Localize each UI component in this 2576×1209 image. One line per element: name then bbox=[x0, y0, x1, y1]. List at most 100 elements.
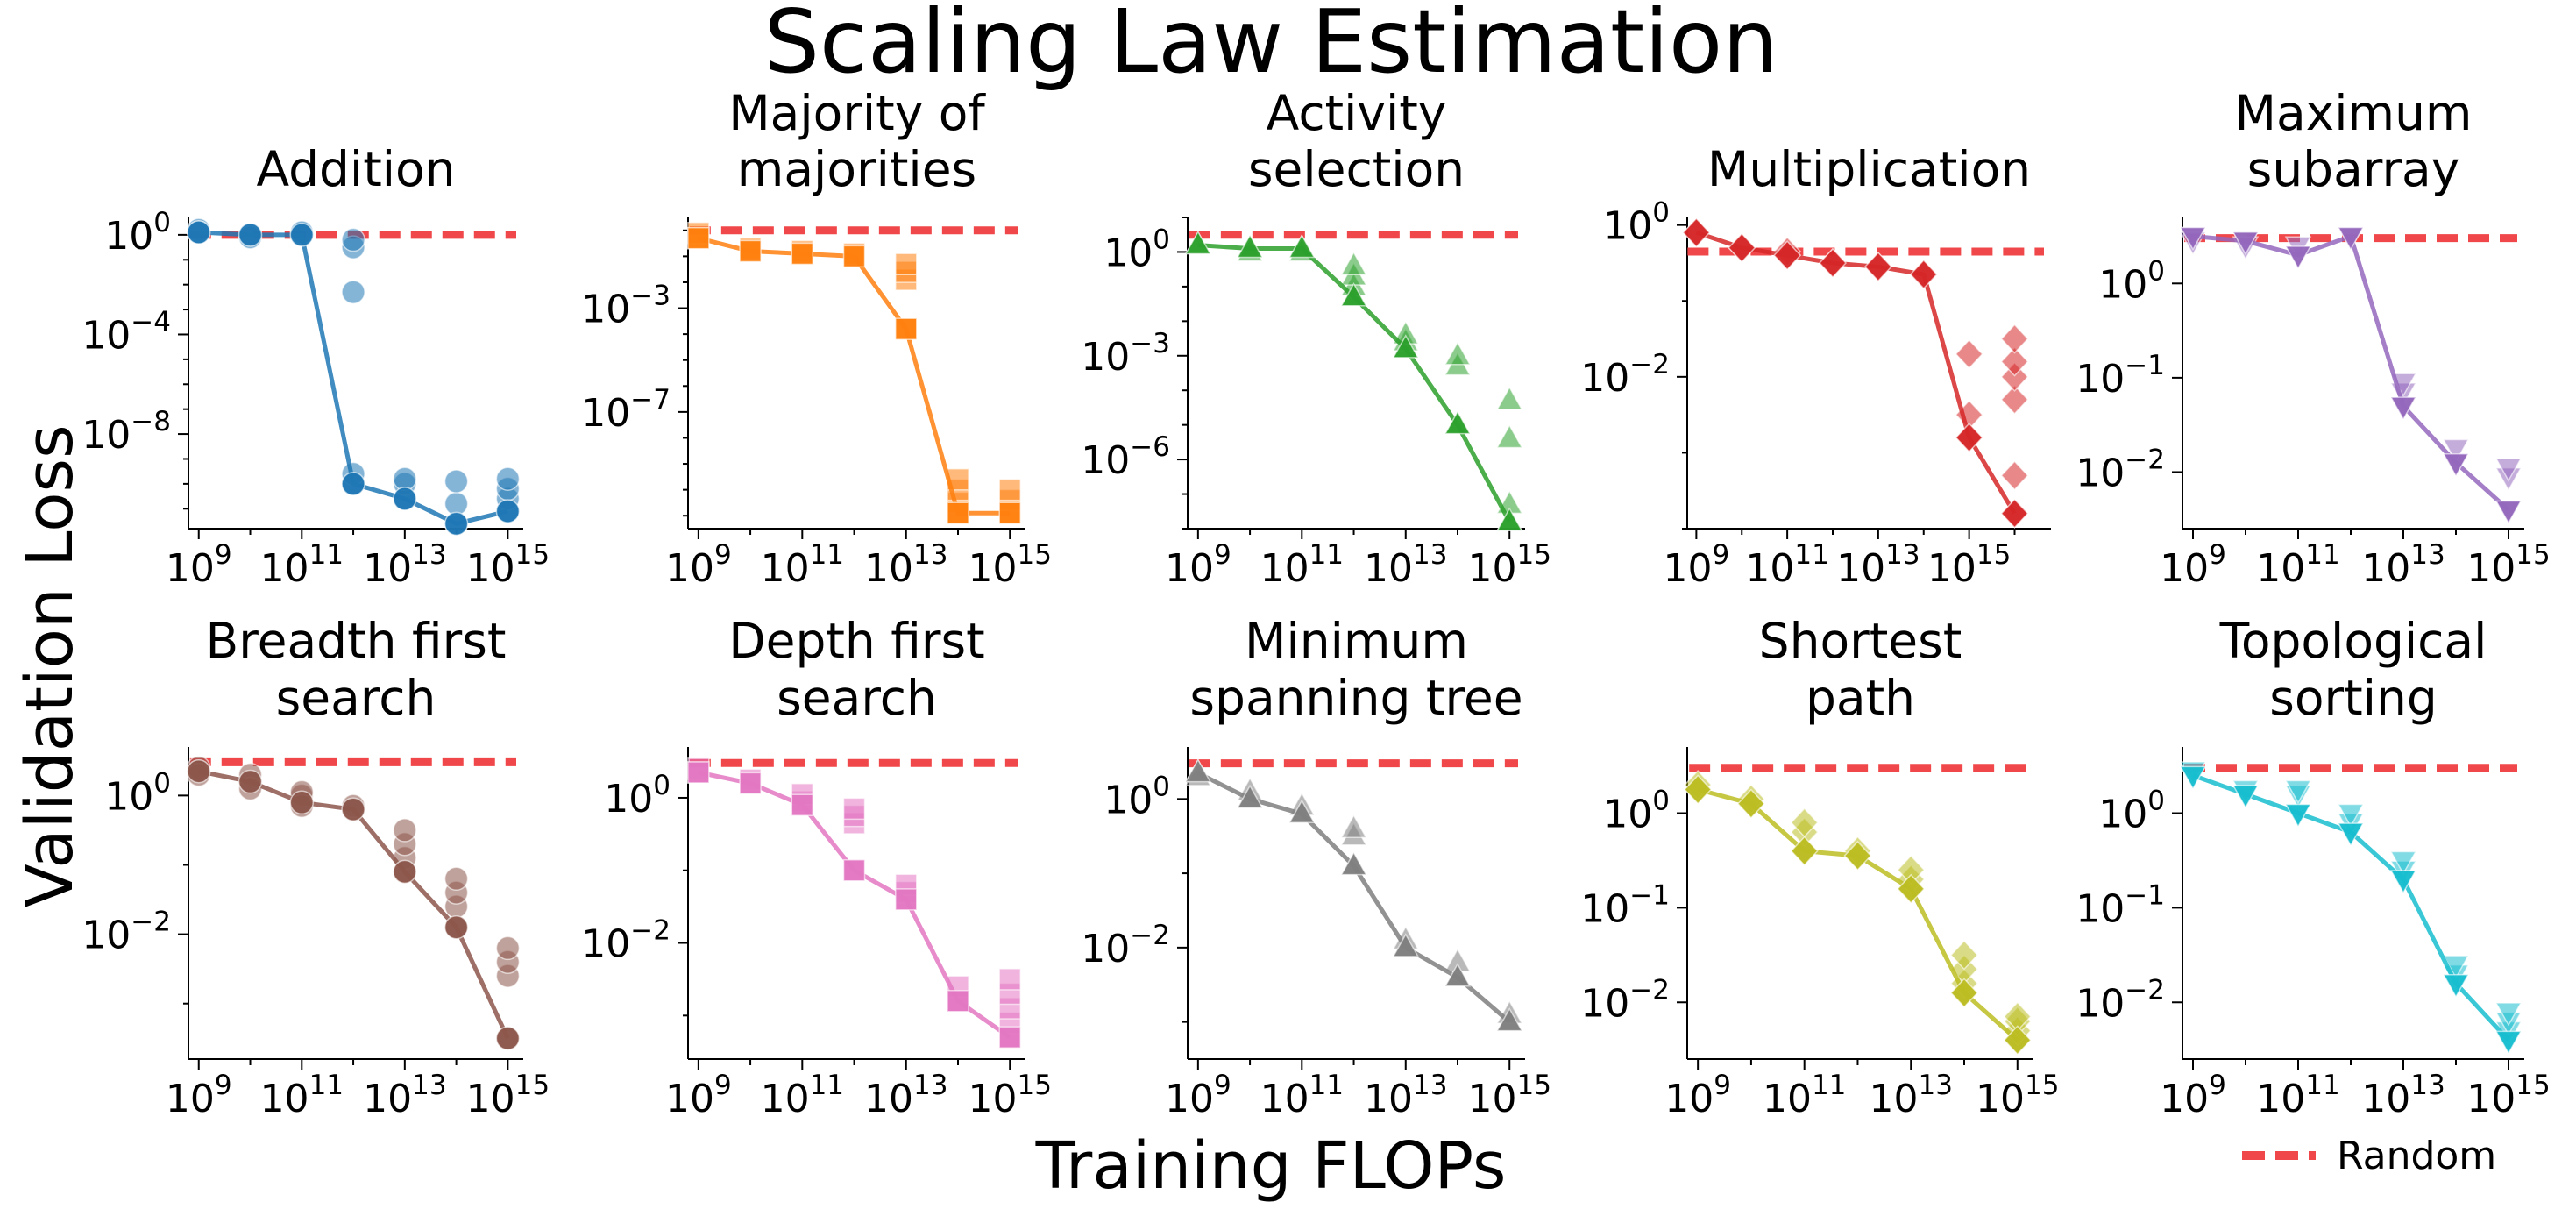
y-tick-label: 10−7 bbox=[581, 384, 671, 436]
data-point bbox=[341, 227, 365, 252]
y-axis-label: Validation Loss bbox=[12, 424, 88, 907]
line-point bbox=[289, 223, 315, 247]
y-tick-label: 10−2 bbox=[82, 907, 171, 958]
panel-title: Multiplication bbox=[1707, 141, 2031, 197]
figure-title: Scaling Law Estimation bbox=[763, 0, 1778, 93]
x-tick-label: 1015 bbox=[1468, 1070, 1551, 1121]
legend-random-label: Random bbox=[2337, 1134, 2496, 1178]
y-tick-label: 10−2 bbox=[2076, 444, 2165, 495]
line-point bbox=[2179, 765, 2207, 790]
x-tick-label: 1013 bbox=[363, 1070, 446, 1121]
data-point bbox=[2000, 460, 2029, 491]
x-tick-label: 1015 bbox=[2466, 539, 2550, 591]
data-point bbox=[444, 866, 469, 892]
data-point bbox=[2494, 458, 2523, 482]
y-tick-label: 100 bbox=[104, 207, 171, 259]
line-point bbox=[2494, 1030, 2523, 1055]
x-tick-label: 1013 bbox=[2361, 539, 2445, 591]
x-tick-label: 109 bbox=[1664, 539, 1730, 591]
x-tick-label: 1011 bbox=[1260, 539, 1344, 591]
panel-title: search bbox=[777, 670, 937, 726]
line-point bbox=[2179, 226, 2207, 252]
x-tick-label: 1013 bbox=[864, 1070, 947, 1121]
data-point bbox=[2000, 384, 2029, 415]
panel-title: Minimum bbox=[1245, 613, 1468, 669]
line-point bbox=[495, 499, 521, 523]
line-point bbox=[187, 758, 211, 784]
line-point bbox=[2232, 231, 2260, 256]
line-point bbox=[2232, 785, 2260, 809]
panel-title: Depth first bbox=[728, 613, 984, 669]
y-tick-label: 10−3 bbox=[1081, 328, 1170, 380]
panel-title: selection bbox=[1248, 141, 1465, 197]
panel-1: Addition 109 1011 1013 1015 100 10−4 10−8 bbox=[82, 141, 550, 591]
line-point bbox=[2442, 973, 2470, 999]
line-point bbox=[341, 797, 365, 821]
x-tick-label: 1011 bbox=[260, 1070, 344, 1121]
y-tick-label: 100 bbox=[604, 770, 671, 821]
x-tick-label: 1013 bbox=[864, 539, 947, 591]
line-point bbox=[1684, 774, 1713, 805]
line-point bbox=[998, 1026, 1021, 1049]
data-point bbox=[393, 818, 417, 843]
x-tick-label: 109 bbox=[665, 1070, 732, 1121]
x-tick-label: 1015 bbox=[969, 1070, 1052, 1121]
data-point bbox=[895, 252, 918, 275]
x-tick-label: 1015 bbox=[969, 539, 1052, 591]
data-point bbox=[495, 466, 521, 491]
line-point bbox=[1949, 978, 1979, 1008]
data-point bbox=[2442, 438, 2470, 464]
line-point bbox=[2442, 452, 2470, 478]
y-tick-label: 10−2 bbox=[581, 915, 671, 967]
data-point bbox=[2000, 324, 2029, 354]
x-tick-label: 1011 bbox=[761, 539, 844, 591]
data-point bbox=[1495, 423, 1523, 449]
line-point bbox=[2389, 870, 2417, 894]
panel-title: Majority of bbox=[728, 85, 986, 141]
panel-title: Breadth first bbox=[206, 613, 507, 669]
x-tick-label: 109 bbox=[166, 1070, 232, 1121]
series-line bbox=[1697, 787, 2019, 1042]
x-tick-label: 1013 bbox=[2361, 1070, 2445, 1121]
panel-title: spanning tree bbox=[1189, 670, 1522, 726]
x-tick-label: 1015 bbox=[1927, 539, 2011, 591]
x-tick-label: 1015 bbox=[2466, 1070, 2550, 1121]
x-tick-label: 1015 bbox=[466, 1070, 550, 1121]
data-point bbox=[1340, 814, 1367, 838]
panel-4: Multiplication 109 1011 1013 1015 100 10−2 bbox=[1580, 141, 2051, 591]
panel-title: Addition bbox=[256, 141, 455, 197]
line-point bbox=[2000, 498, 2029, 529]
panel-title: Shortest bbox=[1759, 613, 1962, 669]
y-tick-label: 100 bbox=[1603, 197, 1670, 249]
line-point bbox=[842, 858, 866, 882]
line-point bbox=[791, 793, 814, 816]
y-tick-label: 100 bbox=[104, 767, 171, 819]
y-tick-label: 100 bbox=[1603, 786, 1670, 837]
line-point bbox=[1392, 334, 1420, 359]
line-point bbox=[947, 990, 969, 1013]
data-point bbox=[1444, 341, 1472, 366]
line-point bbox=[2337, 226, 2365, 252]
line-point bbox=[998, 501, 1021, 524]
line-point bbox=[1444, 410, 1472, 435]
y-tick-label: 10−2 bbox=[2076, 974, 2165, 1026]
line-point bbox=[238, 769, 263, 794]
x-tick-label: 1013 bbox=[1364, 1070, 1447, 1121]
line-point bbox=[1340, 851, 1367, 876]
panel-title: subarray bbox=[2247, 141, 2460, 197]
line-point bbox=[1184, 231, 1212, 255]
y-tick-label: 100 bbox=[2098, 255, 2165, 307]
x-tick-label: 109 bbox=[1664, 1070, 1731, 1121]
line-point bbox=[444, 914, 469, 940]
y-tick-label: 10−6 bbox=[1081, 431, 1170, 483]
x-tick-label: 1015 bbox=[1976, 1070, 2059, 1121]
line-point bbox=[1909, 259, 1938, 290]
data-point bbox=[2389, 850, 2417, 875]
